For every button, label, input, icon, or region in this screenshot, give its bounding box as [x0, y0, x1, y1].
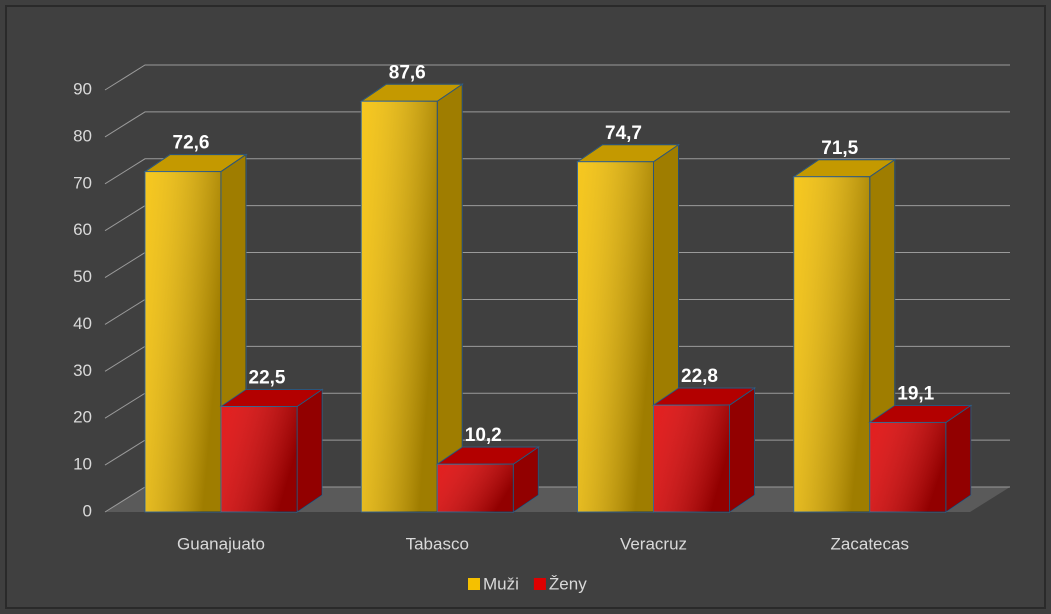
value-label: 87,6 [389, 62, 426, 83]
y-tick-label: 50 [73, 267, 92, 286]
x-tick-label: Zacatecas [831, 534, 909, 553]
y-tick-label: 30 [73, 361, 92, 380]
x-tick-label: Tabasco [406, 534, 469, 553]
grid-line [104, 158, 1010, 185]
bar-shade [869, 422, 946, 512]
bar-top-shade [653, 388, 755, 406]
value-label: 22,5 [249, 368, 286, 389]
y-tick-label: 70 [73, 173, 92, 192]
value-label: 10,2 [465, 425, 502, 446]
bar-shade [145, 171, 221, 512]
bar-shade [437, 464, 514, 512]
legend-swatch [533, 578, 546, 590]
y-tick-label: 40 [73, 314, 92, 333]
bar-side-shade [513, 447, 539, 512]
bar-shade [653, 405, 730, 512]
y-tick-label: 20 [73, 408, 92, 427]
bar-top-shade [361, 84, 463, 102]
floor [105, 487, 1010, 512]
x-tick-label: Veracruz [620, 534, 687, 553]
bar-shade [221, 406, 297, 512]
value-label: 74,7 [605, 123, 642, 144]
legend-label: Ženy [549, 574, 587, 593]
value-label: 19,1 [897, 383, 934, 404]
bar-top-shade [145, 154, 246, 172]
bar-side-shade [297, 389, 322, 512]
bar-shade [793, 176, 870, 512]
y-tick-label: 90 [73, 79, 92, 98]
grid-line [104, 111, 1010, 138]
bar-top-shade [869, 405, 971, 423]
value-label: 72,6 [173, 133, 210, 154]
bar-side-shade [437, 84, 463, 513]
y-tick-label: 80 [73, 126, 92, 145]
bar-shade [361, 101, 438, 513]
x-tick-label: Guanajuato [177, 534, 265, 553]
value-label: 22,8 [681, 366, 718, 387]
y-tick-label: 0 [83, 501, 92, 520]
bar-top-shade [221, 389, 322, 407]
bar-shade [577, 161, 654, 513]
bar-side-shade [729, 388, 755, 512]
grid-line [104, 64, 1010, 91]
bar-side-shade [945, 405, 971, 512]
bar-top-shade [437, 447, 539, 465]
bar-top-shade [793, 159, 895, 177]
legend-swatch [468, 578, 480, 590]
bar-top-shade [577, 144, 679, 162]
legend-label: Muži [483, 574, 519, 593]
y-tick-label: 10 [73, 455, 92, 474]
y-tick-label: 60 [73, 220, 92, 239]
value-label: 71,5 [821, 138, 858, 159]
